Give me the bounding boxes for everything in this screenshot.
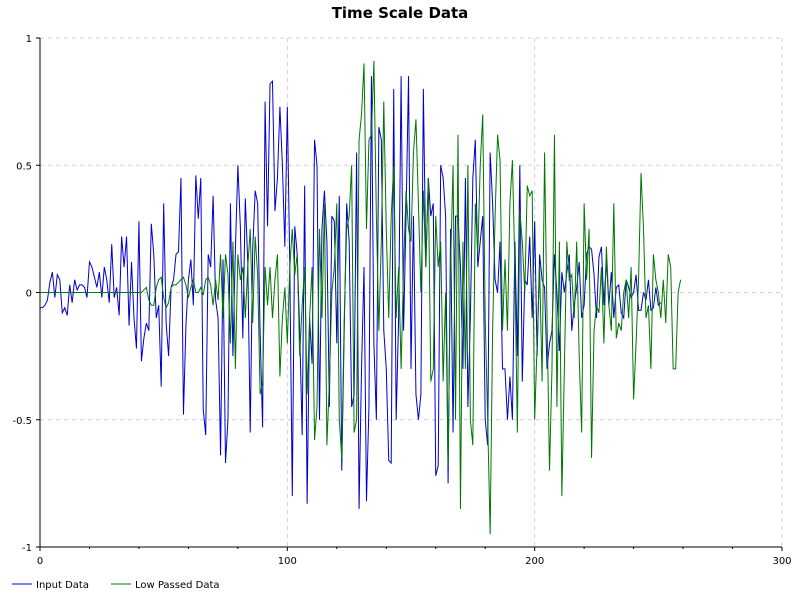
series-line-1	[40, 60, 682, 535]
y-tick-label: -1	[22, 543, 32, 554]
legend-label: Input Data	[36, 580, 89, 591]
y-tick-label: 0.5	[16, 161, 32, 172]
axes: 1 0.5 0 -0.5 -1 0 100 200 300	[12, 34, 791, 567]
x-tick-label: 0	[37, 556, 43, 567]
y-tick-label: 1	[26, 34, 32, 45]
legend-label: Low Passed Data	[135, 580, 220, 591]
series-line-0	[40, 76, 662, 509]
x-tick-label: 100	[278, 556, 297, 567]
x-tick-label: 200	[525, 556, 544, 567]
grid	[40, 37, 783, 547]
legend: Input Data Low Passed Data	[12, 580, 220, 591]
chart-title: Time Scale Data	[332, 4, 469, 22]
x-tick-label: 300	[772, 556, 791, 567]
series-layer	[40, 60, 682, 535]
y-tick-label: 0	[26, 289, 32, 300]
y-tick-label: -0.5	[12, 416, 32, 427]
